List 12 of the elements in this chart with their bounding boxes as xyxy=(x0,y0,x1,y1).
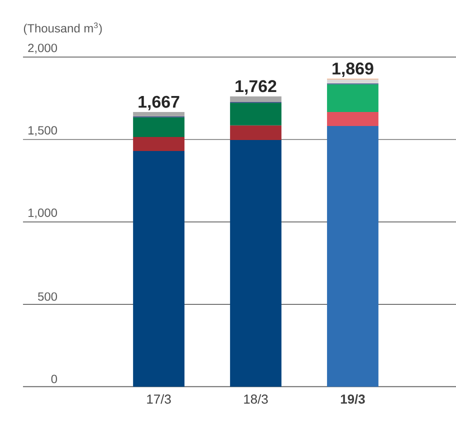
y-tick-label: 2,000 xyxy=(28,44,58,54)
x-tick-label: 19/3 xyxy=(340,394,365,404)
total-label: 1,667 xyxy=(138,96,180,110)
y-tick-label: 1,000 xyxy=(28,208,58,218)
y-axis-title: (Thousand m$^{3}$) xyxy=(24,22,102,35)
y-tick-label: 1,500 xyxy=(28,126,58,136)
total-label: 1,762 xyxy=(236,80,276,95)
x-tick-label: 17/3 xyxy=(147,394,171,404)
total-label: 1,869 xyxy=(332,62,374,77)
x-tick-label: 18/3 xyxy=(244,394,268,404)
y-tick-label: 500 xyxy=(38,292,58,301)
y-tick-label: 0 xyxy=(51,374,58,384)
